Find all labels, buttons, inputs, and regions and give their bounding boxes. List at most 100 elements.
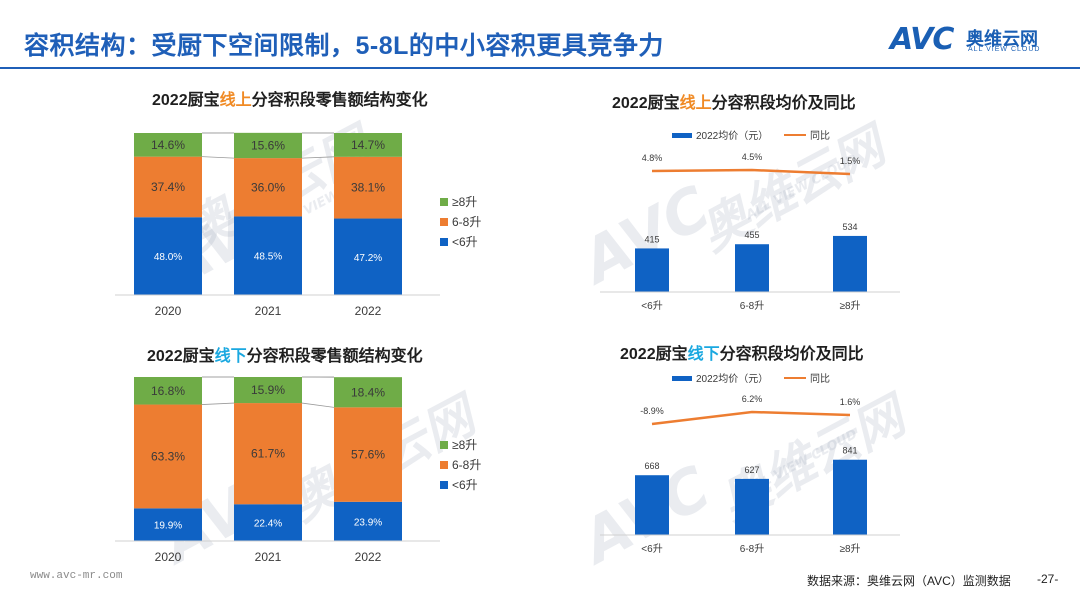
bar-segment-2021-0 bbox=[234, 216, 302, 295]
legend-label: <6升 bbox=[452, 235, 478, 249]
avc-logo: AVC 奥维云网 ALL VIEW CLOUD bbox=[890, 22, 1060, 62]
header-divider bbox=[0, 67, 1080, 69]
series-connector-line bbox=[301, 402, 335, 408]
x-tick-label: <6升 bbox=[641, 300, 662, 312]
yoy-line bbox=[651, 410, 851, 426]
price-bar-6-8升 bbox=[735, 244, 769, 292]
yoy-value-label: 4.5% bbox=[742, 152, 763, 162]
data-label: 48.0% bbox=[154, 252, 182, 263]
bar-segment-2020-1 bbox=[134, 404, 202, 509]
yoy-value-label: -8.9% bbox=[640, 406, 664, 416]
legend-swatch bbox=[440, 218, 448, 226]
logo-cn-text: 奥维云网 bbox=[966, 29, 1038, 49]
bar-segment-2021-1 bbox=[234, 158, 302, 217]
x-tick-label: ≥8升 bbox=[839, 543, 860, 555]
bar-segment-2022-1 bbox=[334, 156, 402, 219]
x-tick-label: 2020 bbox=[155, 304, 182, 318]
logo-en-text: ALL VIEW CLOUD bbox=[968, 46, 1041, 53]
price-bar-6-8升 bbox=[735, 478, 769, 535]
legend-swatch-price bbox=[672, 133, 692, 138]
yoy-value-label: 4.8% bbox=[642, 153, 663, 163]
bar-segment-2020-0 bbox=[134, 508, 202, 541]
legend-swatch bbox=[440, 238, 448, 246]
data-label: 22.4% bbox=[254, 519, 282, 530]
yoy-value-label: 1.6% bbox=[840, 397, 861, 407]
offline-structure-chart: 19.9% 63.3% 16.8% 22.4% 61.7% 15.9% 23.9% 57.6%… bbox=[115, 376, 481, 564]
data-label: 38.1% bbox=[351, 181, 385, 195]
price-bar-<6升 bbox=[635, 248, 669, 292]
x-tick-label: 6-8升 bbox=[740, 543, 764, 555]
legend-label: 2022均价（元） bbox=[696, 130, 768, 142]
data-label: 18.4% bbox=[351, 385, 385, 399]
bar-segment-2022-2 bbox=[334, 133, 402, 157]
bar-value-label: 668 bbox=[644, 461, 659, 471]
x-tick-label: 2021 bbox=[255, 550, 282, 564]
yoy-value-label: 6.2% bbox=[742, 394, 763, 404]
legend-label: 6-8升 bbox=[452, 215, 481, 229]
bar-segment-2021-0 bbox=[234, 504, 302, 541]
data-label: 57.6% bbox=[351, 448, 385, 462]
data-label: 48.5% bbox=[254, 252, 282, 263]
series-connector-line bbox=[301, 156, 335, 159]
bar-segment-2020-2 bbox=[134, 377, 202, 405]
page-title: 容积结构：受厨下空间限制，5-8L的中小容积更具竞争力 bbox=[24, 32, 664, 60]
bar-value-label: 841 bbox=[842, 446, 857, 456]
bar-segment-2021-1 bbox=[234, 403, 302, 505]
bar-segment-2022-0 bbox=[334, 501, 402, 541]
bar-value-label: 627 bbox=[744, 465, 759, 475]
yoy-line bbox=[651, 168, 851, 176]
bar-segment-2021-2 bbox=[234, 377, 302, 404]
data-label: 16.8% bbox=[151, 384, 185, 398]
bar-value-label: 415 bbox=[644, 234, 659, 244]
chart-title-offline-structure: 2022厨宝线下分容积段零售额结构变化 bbox=[147, 348, 423, 365]
x-tick-label: ≥8升 bbox=[839, 300, 860, 312]
bar-segment-2020-2 bbox=[134, 133, 202, 157]
bar-value-label: 534 bbox=[842, 222, 857, 232]
legend-label: 同比 bbox=[810, 130, 830, 142]
legend-swatch-price bbox=[672, 376, 692, 381]
data-label: 14.6% bbox=[151, 138, 185, 152]
chart-title-online-structure: 2022厨宝线上分容积段零售额结构变化 bbox=[152, 92, 428, 109]
site-url: www.avc-mr.com bbox=[30, 570, 123, 582]
yoy-value-label: 1.5% bbox=[840, 156, 861, 166]
price-bar-≥8升 bbox=[833, 459, 867, 535]
legend-swatch bbox=[440, 481, 448, 489]
series-connector-line bbox=[201, 156, 235, 159]
x-tick-label: 2021 bbox=[255, 304, 282, 318]
legend-label: 6-8升 bbox=[452, 458, 481, 472]
data-label: 37.4% bbox=[151, 180, 185, 194]
bar-segment-2020-0 bbox=[134, 217, 202, 295]
data-label: 23.9% bbox=[354, 517, 382, 528]
offline-price-chart: 2022均价（元） 同比 668 627 841 -8.9% 6.2% 1.6% <6升 6-8升… bbox=[600, 373, 900, 555]
data-label: 19.9% bbox=[154, 521, 182, 532]
data-label: 14.7% bbox=[351, 138, 385, 152]
legend-label: <6升 bbox=[452, 478, 478, 492]
online-structure-chart: 48.0% 37.4% 14.6% 48.5% 36.0% 15.6% 47.2% 38.1%… bbox=[115, 132, 481, 318]
data-source: 数据来源：奥维云网（AVC）监测数据 bbox=[807, 574, 1011, 588]
bar-segment-2022-0 bbox=[334, 218, 402, 295]
x-tick-label: 6-8升 bbox=[740, 300, 764, 312]
legend-label: 2022均价（元） bbox=[696, 373, 768, 385]
bar-segment-2021-2 bbox=[234, 132, 302, 159]
legend-swatch bbox=[440, 198, 448, 206]
bar-segment-2022-1 bbox=[334, 407, 402, 502]
data-label: 61.7% bbox=[251, 447, 285, 461]
x-tick-label: <6升 bbox=[641, 543, 662, 555]
data-label: 15.9% bbox=[251, 383, 285, 397]
bar-value-label: 455 bbox=[744, 230, 759, 240]
legend-swatch bbox=[440, 441, 448, 449]
chart-title-online-price: 2022厨宝线上分容积段均价及同比 bbox=[612, 95, 856, 112]
logo-mark: AVC bbox=[890, 22, 954, 57]
bar-segment-2020-1 bbox=[134, 156, 202, 218]
x-tick-label: 2022 bbox=[355, 304, 382, 318]
chart-title-offline-price: 2022厨宝线下分容积段均价及同比 bbox=[620, 346, 864, 363]
legend-swatch bbox=[440, 461, 448, 469]
bar-segment-2022-2 bbox=[334, 377, 402, 408]
legend-label: ≥8升 bbox=[452, 438, 477, 452]
legend-label: ≥8升 bbox=[452, 195, 477, 209]
page-number: -27- bbox=[1037, 572, 1059, 586]
data-label: 15.6% bbox=[251, 138, 285, 152]
price-bar-≥8升 bbox=[833, 235, 867, 292]
x-tick-label: 2020 bbox=[155, 550, 182, 564]
data-label: 63.3% bbox=[151, 449, 185, 463]
